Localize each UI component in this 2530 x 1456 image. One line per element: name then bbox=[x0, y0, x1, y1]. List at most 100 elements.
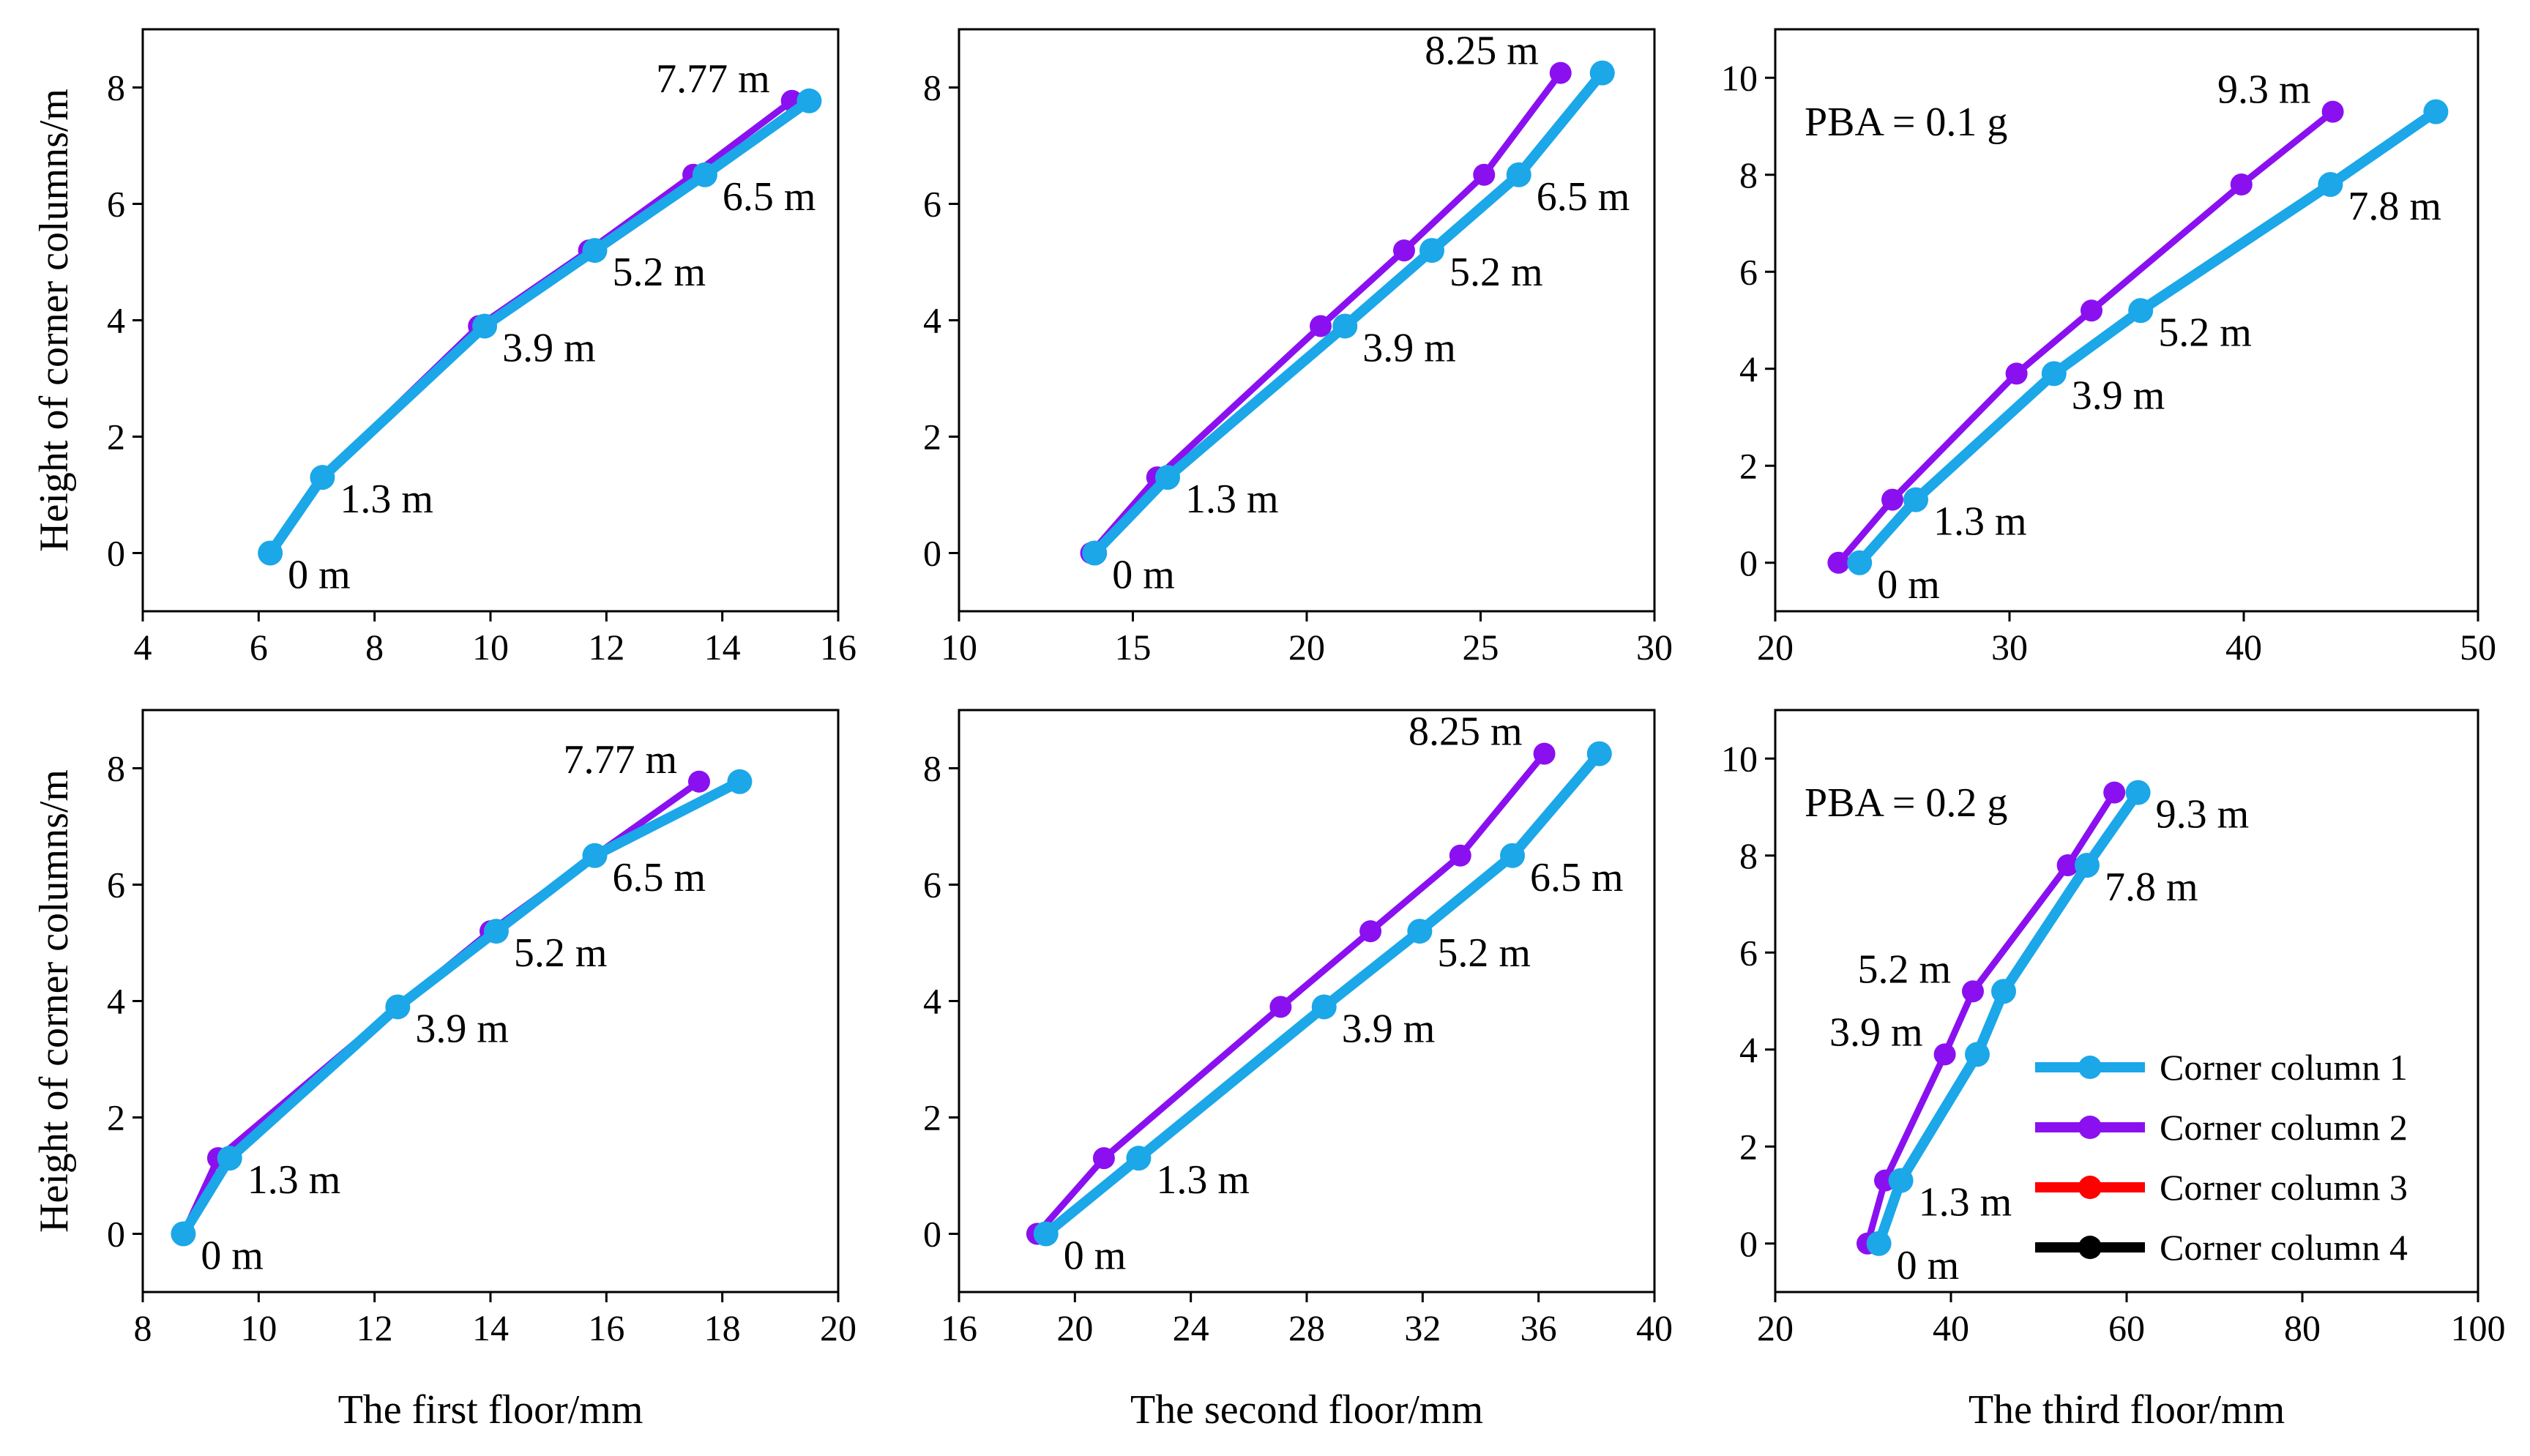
x-tick-label: 15 bbox=[1115, 627, 1152, 668]
x-tick-label: 30 bbox=[1636, 627, 1673, 668]
x-tick-label: 16 bbox=[820, 627, 857, 668]
point-label: 7.8 m bbox=[2348, 184, 2441, 229]
point-label: 8.25 m bbox=[1425, 29, 1539, 74]
data-point bbox=[1933, 1043, 1956, 1066]
y-tick-label: 4 bbox=[107, 300, 125, 341]
x-tick-label: 8 bbox=[365, 627, 384, 668]
y-tick-label: 4 bbox=[107, 981, 125, 1022]
x-tick-label: 32 bbox=[1404, 1307, 1441, 1348]
data-point bbox=[692, 162, 717, 187]
legend-label: Corner column 3 bbox=[2160, 1167, 2408, 1208]
x-tick-label: 36 bbox=[1520, 1307, 1557, 1348]
series-corner-column-2 bbox=[1827, 100, 2344, 574]
y-tick-label: 10 bbox=[1721, 57, 1758, 98]
x-tick-label: 10 bbox=[240, 1307, 277, 1348]
y-tick-label: 0 bbox=[1739, 1223, 1758, 1264]
legend-marker bbox=[2078, 1056, 2102, 1079]
point-label: 6.5 m bbox=[613, 855, 706, 900]
point-label: 1.3 m bbox=[1919, 1180, 2012, 1225]
y-tick-label: 2 bbox=[1739, 1126, 1758, 1167]
x-tick-label: 10 bbox=[941, 627, 977, 668]
point-label: 3.9 m bbox=[415, 1006, 509, 1051]
data-point bbox=[2081, 299, 2102, 322]
point-label: 1.3 m bbox=[1156, 1157, 1250, 1203]
data-point bbox=[1310, 315, 1332, 337]
series-corner-column-2 bbox=[1026, 742, 1556, 1245]
panel-p00: 4 6 8 10 12 14 16 0 2 4 6 8 Height of corner columns… bbox=[31, 28, 857, 668]
point-label: 1.3 m bbox=[1933, 499, 2027, 545]
legend-entry: Corner column 1 bbox=[2035, 1047, 2408, 1088]
data-point bbox=[1092, 1147, 1115, 1170]
data-point bbox=[1126, 1146, 1152, 1171]
data-point bbox=[1506, 162, 1531, 187]
x-tick-label: 20 bbox=[1056, 1307, 1093, 1348]
point-label: 7.8 m bbox=[2105, 865, 2198, 910]
y-tick-label: 6 bbox=[1739, 251, 1758, 292]
legend-label: Corner column 2 bbox=[2160, 1107, 2408, 1148]
y-tick-label: 0 bbox=[107, 533, 125, 574]
data-point bbox=[1533, 742, 1556, 765]
series-corner-column-1 bbox=[171, 769, 753, 1247]
data-point bbox=[171, 1221, 196, 1247]
data-point bbox=[1269, 996, 1292, 1018]
data-point bbox=[2075, 853, 2100, 878]
x-tick-label: 16 bbox=[941, 1307, 977, 1348]
x-tick-label: 8 bbox=[134, 1307, 152, 1348]
x-tick-label: 60 bbox=[2108, 1307, 2145, 1348]
series-corner-column-1 bbox=[1033, 741, 1612, 1247]
data-point bbox=[2125, 780, 2151, 805]
series-line bbox=[1088, 70, 1564, 556]
x-tick-label: 14 bbox=[704, 627, 741, 668]
series-line bbox=[265, 95, 815, 559]
y-tick-label: 4 bbox=[923, 981, 941, 1022]
point-label: 3.9 m bbox=[1362, 325, 1456, 370]
legend-marker bbox=[2078, 1116, 2102, 1139]
point-label: 6.5 m bbox=[723, 174, 816, 220]
point-label: 3.9 m bbox=[1829, 1009, 1923, 1055]
data-point bbox=[1965, 1042, 1990, 1067]
data-point bbox=[582, 238, 608, 264]
point-label: 0 m bbox=[288, 553, 351, 598]
x-tick-label: 40 bbox=[1933, 1307, 1969, 1348]
data-point bbox=[1359, 920, 1382, 943]
panel-p10: 8 10 12 14 16 18 20 0 2 4 6 8 The first floor/mm Heig… bbox=[31, 709, 857, 1433]
y-tick-label: 6 bbox=[1739, 932, 1758, 973]
series-line bbox=[1854, 106, 2441, 568]
data-point bbox=[1962, 980, 1984, 1003]
y-tick-label: 8 bbox=[1739, 835, 1758, 876]
data-point bbox=[2321, 100, 2344, 123]
data-point bbox=[2128, 298, 2154, 324]
data-point bbox=[385, 994, 411, 1020]
data-point bbox=[2005, 362, 2028, 385]
data-point bbox=[2230, 173, 2253, 195]
point-label: 0 m bbox=[1064, 1233, 1127, 1279]
point-label: 7.77 m bbox=[656, 56, 770, 102]
data-point bbox=[2423, 99, 2449, 124]
point-label: 9.3 m bbox=[2217, 67, 2311, 113]
data-point bbox=[1407, 919, 1433, 944]
data-point bbox=[1311, 994, 1337, 1020]
x-tick-label: 12 bbox=[357, 1307, 393, 1348]
point-label: 7.77 m bbox=[563, 737, 677, 783]
x-tick-label: 80 bbox=[2284, 1307, 2321, 1348]
data-point bbox=[483, 919, 509, 944]
y-tick-label: 0 bbox=[923, 1214, 941, 1255]
x-tick-label: 40 bbox=[1636, 1307, 1673, 1348]
axes-frame bbox=[1774, 28, 2479, 613]
point-label: 3.9 m bbox=[502, 325, 596, 370]
point-label: 0 m bbox=[1877, 562, 1940, 608]
legend-label: Corner column 1 bbox=[2160, 1047, 2408, 1088]
x-tick-label: 20 bbox=[1757, 1307, 1794, 1348]
point-label: 5.2 m bbox=[2158, 310, 2252, 355]
series-corner-column-1 bbox=[1082, 60, 1615, 566]
data-point bbox=[1500, 843, 1526, 868]
x-axis-label: The second floor/mm bbox=[1130, 1387, 1483, 1433]
y-tick-label: 8 bbox=[107, 67, 125, 108]
data-point bbox=[1827, 551, 1850, 574]
x-tick-label: 12 bbox=[588, 627, 624, 668]
data-point bbox=[582, 843, 608, 868]
